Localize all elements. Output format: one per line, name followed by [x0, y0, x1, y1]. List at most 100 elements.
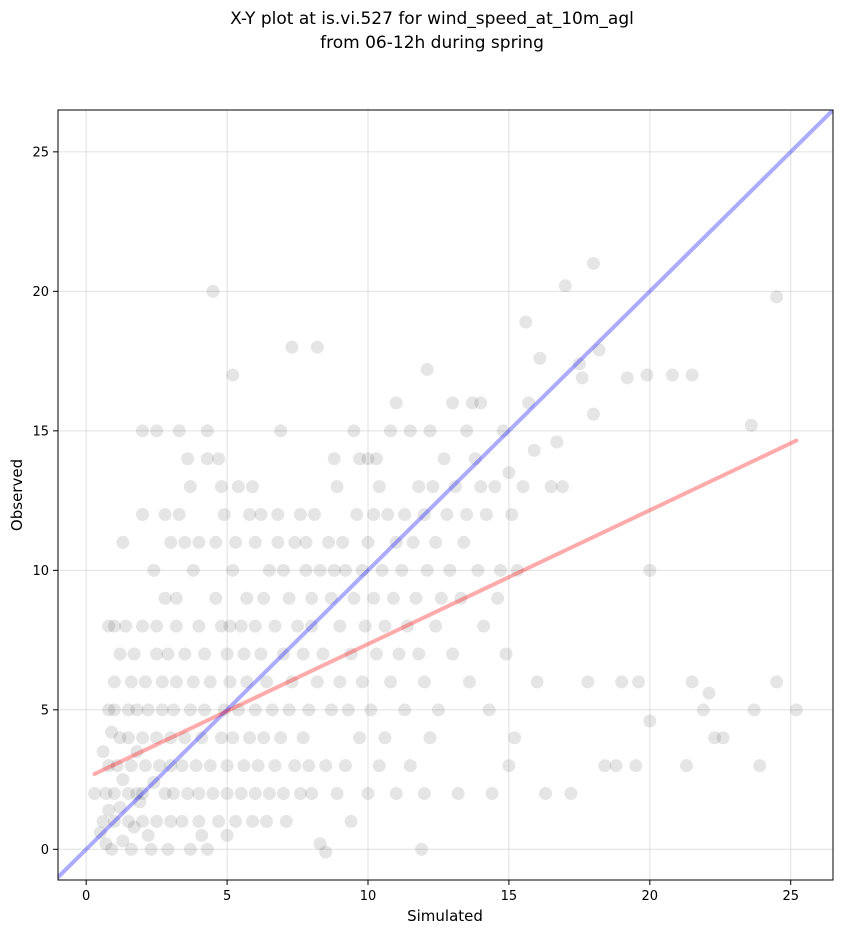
data-point — [389, 396, 403, 410]
data-point — [192, 535, 206, 549]
data-point — [378, 731, 392, 745]
data-point — [178, 647, 192, 661]
data-point — [209, 591, 223, 605]
data-point — [491, 591, 505, 605]
data-point — [274, 424, 288, 438]
data-point — [288, 535, 302, 549]
data-point — [508, 731, 522, 745]
data-point — [248, 703, 262, 717]
data-points — [88, 256, 803, 859]
data-point — [136, 424, 150, 438]
data-point — [88, 787, 102, 801]
data-point — [254, 647, 268, 661]
data-point — [716, 731, 730, 745]
data-point — [226, 563, 240, 577]
data-point — [420, 362, 434, 376]
data-point — [226, 368, 240, 382]
data-point — [198, 647, 212, 661]
data-point — [465, 396, 479, 410]
data-point — [457, 535, 471, 549]
data-point — [217, 703, 231, 717]
data-point — [133, 795, 147, 809]
data-point — [130, 703, 144, 717]
y-tick-label: 25 — [32, 145, 49, 160]
data-point — [291, 619, 305, 633]
data-point — [223, 675, 237, 689]
data-point — [431, 703, 445, 717]
data-point — [398, 508, 412, 522]
data-point — [175, 759, 189, 773]
data-point — [381, 508, 395, 522]
data-point — [164, 731, 178, 745]
data-point — [493, 563, 507, 577]
data-point — [113, 731, 127, 745]
data-point — [324, 703, 338, 717]
data-point — [93, 826, 107, 840]
data-point — [420, 563, 434, 577]
data-point — [243, 508, 257, 522]
data-point — [502, 759, 516, 773]
data-point — [119, 619, 133, 633]
data-point — [369, 647, 383, 661]
grid-lines — [58, 110, 833, 880]
data-point — [708, 731, 722, 745]
x-tick-label: 5 — [223, 889, 231, 904]
data-point — [327, 452, 341, 466]
data-point — [299, 563, 313, 577]
x-tick-label: 15 — [501, 889, 518, 904]
data-point — [533, 351, 547, 365]
data-point — [138, 675, 152, 689]
data-point — [158, 787, 172, 801]
data-point — [158, 591, 172, 605]
data-point — [248, 535, 262, 549]
data-point — [302, 759, 316, 773]
data-point — [336, 535, 350, 549]
data-point — [384, 424, 398, 438]
data-point — [200, 424, 214, 438]
data-point — [477, 619, 491, 633]
data-point — [384, 675, 398, 689]
data-point — [460, 508, 474, 522]
data-point — [598, 759, 612, 773]
data-point — [448, 480, 462, 494]
data-point — [361, 787, 375, 801]
data-point — [136, 619, 150, 633]
data-point — [220, 759, 234, 773]
chart-subtitle: from 06-12h during spring — [320, 33, 544, 53]
data-point — [167, 703, 181, 717]
data-point — [451, 787, 465, 801]
data-point — [586, 256, 600, 270]
x-tick-label: 0 — [82, 889, 90, 904]
data-point — [96, 745, 110, 759]
data-point — [696, 703, 710, 717]
data-point — [643, 714, 657, 728]
data-point — [183, 842, 197, 856]
data-point — [361, 452, 375, 466]
data-point — [462, 675, 476, 689]
data-point — [454, 591, 468, 605]
data-point — [522, 396, 536, 410]
data-point — [353, 731, 367, 745]
data-point — [102, 759, 116, 773]
data-point — [234, 619, 248, 633]
data-point — [555, 480, 569, 494]
data-point — [330, 787, 344, 801]
data-point — [240, 591, 254, 605]
data-point — [268, 759, 282, 773]
data-point — [274, 731, 288, 745]
data-point — [333, 675, 347, 689]
plot-frame — [57, 109, 834, 881]
data-point — [369, 452, 383, 466]
data-point — [643, 563, 657, 577]
data-point — [316, 647, 330, 661]
x-tick-label: 10 — [360, 889, 377, 904]
data-point — [367, 508, 381, 522]
data-point — [398, 703, 412, 717]
data-point — [496, 424, 510, 438]
data-point — [99, 837, 113, 851]
data-point — [203, 675, 217, 689]
data-point — [116, 834, 130, 848]
data-point — [361, 535, 375, 549]
y-axis-label: Observed — [8, 459, 26, 531]
